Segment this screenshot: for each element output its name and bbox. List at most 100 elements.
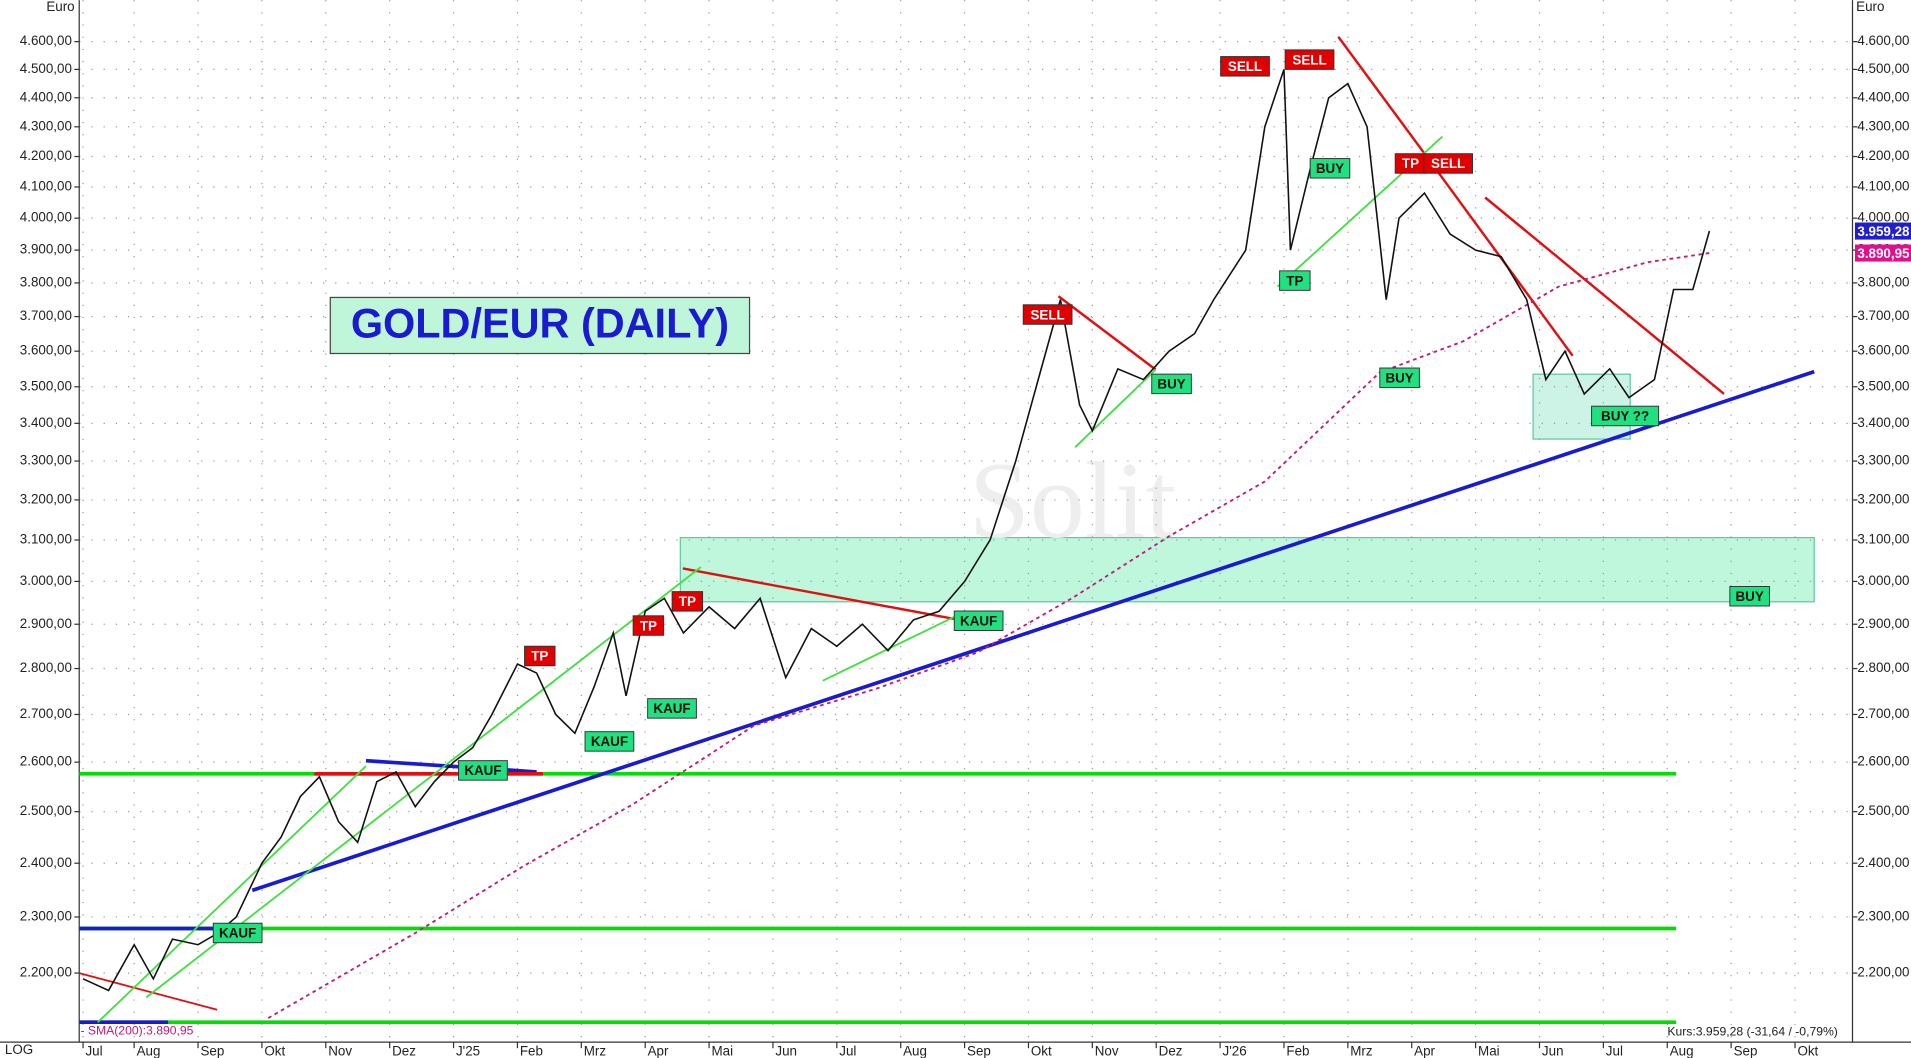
x-tick-label: J'26 <box>1223 1043 1247 1058</box>
signal-label: TP <box>1286 273 1303 288</box>
x-tick-label: Mrz <box>584 1043 607 1058</box>
x-tick-label: Sep <box>1734 1043 1758 1058</box>
y-tick-label: 2.400,00 <box>20 855 72 870</box>
y-tick-label: 4.600,00 <box>20 33 72 48</box>
y-tick-label: 2.700,00 <box>1857 706 1909 721</box>
price-tag <box>1854 222 1911 240</box>
x-tick-label: Feb <box>1286 1043 1309 1058</box>
signal-box <box>1022 304 1073 325</box>
x-tick-label: Aug <box>903 1043 927 1058</box>
y-tick-label: 4.000,00 <box>1857 210 1909 225</box>
status: Kurs:3.959,28 (-31,64 / -0,79%) <box>1667 1025 1838 1039</box>
y-tick-label: 2.500,00 <box>1857 803 1909 818</box>
y-tick-label: 2.600,00 <box>1857 754 1909 769</box>
signal-label: BUY <box>1736 589 1764 604</box>
y-tick-label: 3.800,00 <box>1857 274 1909 289</box>
signal-box <box>671 591 704 612</box>
signal-box <box>1220 56 1270 77</box>
signal-label: BUY <box>1316 161 1344 176</box>
y-tick-label: 4.200,00 <box>1857 148 1909 163</box>
y-tick-label: 4.200,00 <box>20 148 72 163</box>
y-tick-label: 4.500,00 <box>1857 61 1909 76</box>
trendline <box>1074 368 1157 449</box>
y-tick-label: 3.200,00 <box>1857 491 1909 506</box>
trendline <box>78 972 218 1011</box>
y-tick-label: 4.100,00 <box>1857 179 1909 194</box>
y-tick-label: 2.800,00 <box>1857 660 1909 675</box>
y-tick-label: 3.000,00 <box>1857 573 1909 588</box>
y-tick-label: 3.300,00 <box>20 453 72 468</box>
signal-box <box>1379 367 1420 389</box>
y-tick-label: 3.100,00 <box>1857 532 1909 547</box>
x-tick-label: Nov <box>1095 1043 1119 1058</box>
y-tick-label: 4.500,00 <box>20 61 72 76</box>
y-tick-label: 3.100,00 <box>20 532 72 547</box>
y-tick-label: 2.300,00 <box>1857 908 1909 923</box>
signal-label: SELL <box>1031 307 1065 322</box>
signal-box <box>1309 158 1351 179</box>
x-tick-label: Aug <box>1670 1043 1694 1058</box>
axis-unit: Euro <box>46 0 74 14</box>
y-tick-label: 3.600,00 <box>1857 343 1909 358</box>
axis-unit: Euro <box>1856 0 1884 14</box>
x-tick-label: Mai <box>1478 1043 1500 1058</box>
signal-label: SELL <box>1431 156 1465 171</box>
signal-box <box>524 645 556 667</box>
y-tick-label: 3.600,00 <box>20 343 72 358</box>
signal-box <box>458 760 508 781</box>
y-tick-label: 4.100,00 <box>20 179 72 194</box>
y-tick-label: 2.200,00 <box>20 965 72 980</box>
x-tick-label: Sep <box>967 1043 991 1058</box>
title-box <box>329 296 751 355</box>
x-tick-label: Aug <box>137 1043 161 1058</box>
signal-box <box>1729 586 1770 607</box>
signal-label: KAUF <box>219 926 256 941</box>
x-tick-label: Jun <box>775 1043 797 1058</box>
x-tick-label: Okt <box>1797 1043 1818 1058</box>
signal-box <box>647 698 697 719</box>
y-tick-label: 4.300,00 <box>20 118 72 133</box>
x-tick-label: Jul <box>1606 1043 1623 1058</box>
x-tick-label: Dez <box>392 1043 416 1058</box>
y-tick-label: 3.400,00 <box>20 415 72 430</box>
y-tick-label: 4.000,00 <box>20 210 72 225</box>
signal-label: KAUF <box>591 734 628 749</box>
y-tick-label: 2.800,00 <box>20 660 72 675</box>
signal-box <box>584 731 635 752</box>
y-tick-label: 3.900,00 <box>20 242 72 257</box>
y-tick-label: 3.200,00 <box>20 491 72 506</box>
x-tick-label: Mrz <box>1350 1043 1373 1058</box>
price-tag-label: 3.890,95 <box>1857 246 1910 261</box>
signal-label: SELL <box>1228 59 1262 74</box>
x-tick-label: Apr <box>1414 1043 1435 1058</box>
chart-title: GOLD/EUR (DAILY) <box>351 300 729 347</box>
signal-label: TP <box>1402 156 1419 171</box>
x-tick-label: Mai <box>712 1043 734 1058</box>
signal-box <box>1423 153 1474 174</box>
x-tick-label: Apr <box>648 1043 669 1058</box>
signal-label: KAUF <box>464 763 501 778</box>
y-tick-label: 4.400,00 <box>20 89 72 104</box>
trendline <box>97 765 367 1023</box>
x-tick-label: Jun <box>1542 1043 1564 1058</box>
signal-box <box>212 922 263 944</box>
y-tick-label: 2.700,00 <box>20 706 72 721</box>
signal-box <box>1591 405 1660 427</box>
y-tick-label: 3.800,00 <box>20 274 72 289</box>
y-tick-label: 3.000,00 <box>20 573 72 588</box>
y-tick-label: 2.200,00 <box>1857 965 1909 980</box>
x-tick-label: Jul <box>839 1043 856 1058</box>
y-tick-label: 3.400,00 <box>1857 415 1909 430</box>
x-tick-label: Nov <box>328 1043 352 1058</box>
y-tick-label: 4.400,00 <box>1857 89 1909 104</box>
price-tag-label: 3.959,28 <box>1857 224 1910 239</box>
sma-legend: - SMA(200):3.890,95 <box>80 1023 193 1037</box>
signal-label: BUY <box>1157 377 1185 392</box>
y-tick-label: 2.300,00 <box>20 908 72 923</box>
signal-label: BUY ?? <box>1601 409 1649 424</box>
trendline <box>365 758 537 774</box>
y-tick-label: 3.700,00 <box>20 308 72 323</box>
sma-line <box>267 252 1710 1019</box>
trendline <box>1057 295 1157 371</box>
x-tick-label: Okt <box>1031 1043 1052 1058</box>
